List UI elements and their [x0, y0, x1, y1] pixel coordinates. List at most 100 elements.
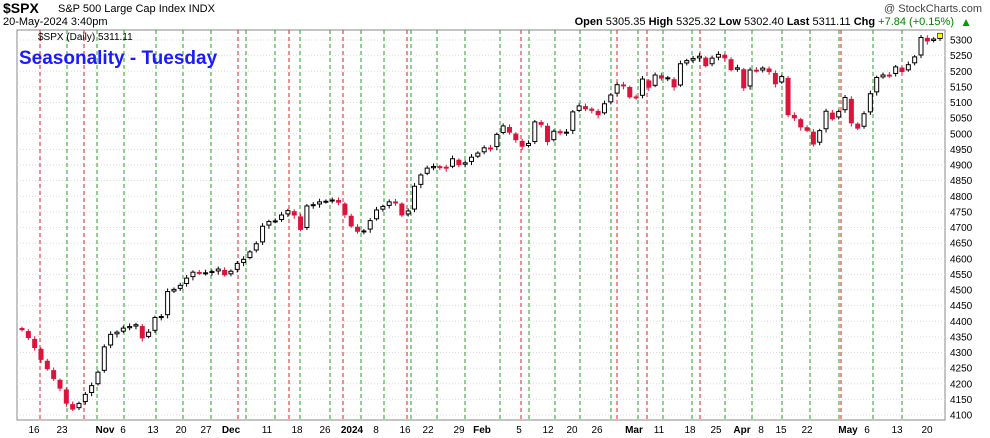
x-tick-label: 20	[566, 425, 578, 436]
candle-body	[424, 167, 430, 174]
candle-body	[709, 57, 715, 65]
candle-body	[829, 112, 835, 120]
candle-body	[152, 317, 158, 331]
candle-body	[19, 328, 25, 331]
x-tick-label: Feb	[473, 425, 491, 436]
candle-body	[380, 206, 386, 210]
candle-body	[146, 331, 152, 337]
chg-label: Chg	[853, 16, 876, 28]
candle-body	[260, 225, 266, 243]
candle-body	[342, 203, 348, 215]
candle-body	[893, 66, 899, 74]
candle-body	[76, 402, 82, 409]
candle-body	[405, 210, 411, 215]
candle-body	[374, 209, 380, 220]
x-tick-label: 6	[120, 425, 126, 436]
candle-body	[703, 57, 709, 67]
candle-body	[475, 152, 481, 157]
watermark: @ StockCharts.com	[884, 3, 982, 15]
candle-body	[44, 360, 50, 370]
y-tick-label: 4650	[950, 239, 973, 250]
candle-body	[177, 284, 183, 289]
candle-body	[431, 166, 437, 169]
y-tick-label: 5200	[950, 67, 973, 78]
candle-body	[741, 69, 747, 89]
candle-body	[171, 288, 177, 292]
candle-body	[867, 93, 873, 113]
candle-body	[538, 122, 544, 125]
candle-body	[57, 379, 63, 389]
candle-body	[874, 77, 880, 93]
x-tick-label: 26	[319, 425, 331, 436]
candle-body	[601, 103, 607, 114]
open-label: Open	[574, 16, 603, 28]
x-tick-label: 6	[864, 425, 870, 436]
candle-body	[563, 131, 569, 134]
y-axis: 4100 4150 4200 4250 4300 4350 4400 4450 4500 4550…	[950, 36, 973, 422]
candle-body	[291, 211, 297, 216]
y-tick-label: 5300	[950, 36, 973, 47]
candle-body	[810, 131, 816, 145]
candle-body	[836, 111, 842, 118]
candle-body	[557, 131, 563, 134]
candle-body	[696, 55, 702, 59]
x-tick-label: 25	[710, 425, 722, 436]
candle-body	[791, 114, 797, 119]
candle-body	[595, 110, 601, 116]
candle-body	[551, 130, 557, 141]
candle-body	[481, 147, 487, 153]
candle-body	[608, 94, 614, 103]
candle-body	[38, 348, 44, 360]
candle-body	[766, 68, 772, 73]
candle-body	[298, 216, 304, 230]
candle-body	[101, 346, 107, 371]
x-tick-label: May	[838, 425, 858, 436]
candle-body	[82, 393, 88, 403]
candle-body	[462, 162, 468, 165]
high-label: High	[648, 16, 674, 28]
candle-body	[842, 97, 848, 111]
last-label: Last	[786, 16, 810, 28]
candle-body	[456, 159, 462, 166]
date-time: 20-May-2024 3:40pm	[3, 16, 108, 28]
candle-body	[139, 326, 145, 339]
candle-body	[905, 64, 911, 71]
ohlc-readout: Open 5305.35 High 5325.32 Low 5302.40 La…	[575, 16, 954, 28]
y-tick-label: 4500	[950, 286, 973, 297]
chg-value: +7.84 (+0.15%)	[878, 16, 954, 28]
y-tick-label: 5250	[950, 51, 973, 62]
candle-body	[196, 271, 202, 274]
candle-body	[247, 251, 253, 258]
x-tick-label: 23	[56, 425, 68, 436]
x-tick-label: 26	[591, 425, 603, 436]
candle-body	[513, 133, 519, 141]
candle-body	[25, 331, 31, 338]
candle-body	[690, 57, 696, 61]
candle-body	[772, 72, 778, 85]
candle-body	[620, 84, 626, 87]
y-tick-label: 4950	[950, 145, 973, 156]
x-tick-label: 16	[399, 425, 411, 436]
candle-body	[108, 333, 114, 346]
y-tick-label: 4800	[950, 192, 973, 203]
candle-body	[817, 130, 823, 143]
candle-body	[209, 271, 215, 274]
candle-body	[228, 270, 234, 275]
y-tick-label: 4550	[950, 270, 973, 281]
candle-body	[804, 127, 810, 131]
x-tick-label: 29	[453, 425, 465, 436]
candle-body	[190, 271, 196, 278]
y-tick-label: 4350	[950, 332, 973, 343]
candle-body	[329, 199, 335, 202]
candle-body	[760, 67, 766, 71]
candle-body	[886, 74, 892, 77]
candle-body	[639, 78, 645, 96]
last-bar-marker	[937, 32, 943, 39]
candle-body	[924, 37, 930, 42]
candle-body	[728, 59, 734, 71]
candle-body	[272, 220, 278, 223]
y-tick-label: 4150	[950, 395, 973, 406]
candle-body	[323, 200, 329, 203]
candle-body	[747, 69, 753, 87]
candle-body	[779, 76, 785, 83]
